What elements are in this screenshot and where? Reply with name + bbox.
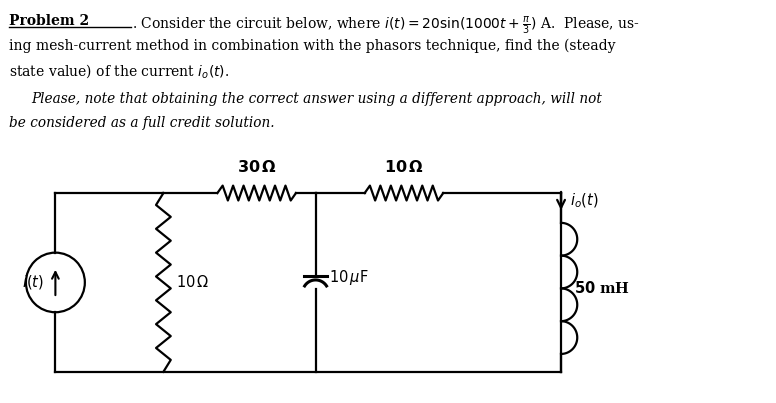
Text: be considered as a full credit solution.: be considered as a full credit solution. [9, 116, 275, 130]
Text: . Consider the circuit below, where $i(t) = 20\sin(1000t + \frac{\pi}{3})$ A.  P: . Consider the circuit below, where $i(t… [132, 14, 640, 36]
Text: Please, note that obtaining the correct answer using a different approach, will : Please, note that obtaining the correct … [31, 92, 601, 106]
Text: $i_o(t)$: $i_o(t)$ [570, 192, 598, 210]
Text: Problem 2: Problem 2 [9, 14, 89, 28]
Text: $\mathbf{50}$ mH: $\mathbf{50}$ mH [573, 280, 630, 296]
Text: $\mathbf{10\,\Omega}$: $\mathbf{10\,\Omega}$ [384, 159, 424, 176]
Text: state value) of the current $i_o(t)$.: state value) of the current $i_o(t)$. [9, 62, 230, 80]
Text: $i(t)$: $i(t)$ [22, 274, 43, 291]
Text: $10\,\mu\mathrm{F}$: $10\,\mu\mathrm{F}$ [329, 268, 369, 287]
Text: $\mathbf{30\,\Omega}$: $\mathbf{30\,\Omega}$ [237, 159, 277, 176]
Text: ing mesh-current method in combination with the phasors technique, find the (ste: ing mesh-current method in combination w… [9, 38, 615, 52]
Text: $10\,\Omega$: $10\,\Omega$ [176, 274, 210, 291]
